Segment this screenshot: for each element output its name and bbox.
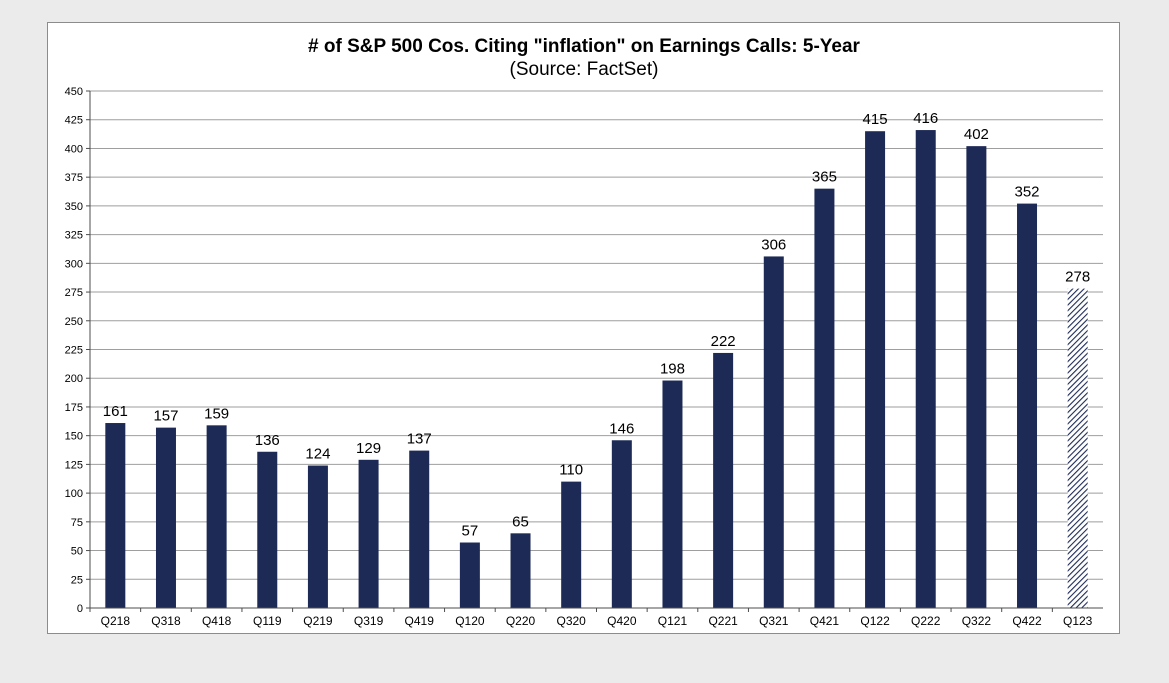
data-label-Q222: 416	[913, 110, 938, 127]
data-label-Q119: 136	[255, 432, 280, 449]
x-tick-label: Q320	[556, 614, 586, 628]
data-label-Q221: 222	[711, 333, 736, 350]
x-tick-label: Q123	[1063, 614, 1093, 628]
y-tick-label: 150	[65, 431, 83, 443]
y-tick-label: 50	[71, 546, 83, 558]
bar-Q322	[966, 146, 987, 608]
x-tick-label: Q319	[354, 614, 384, 628]
data-label-Q322: 402	[964, 126, 989, 143]
y-tick-label: 25	[71, 574, 83, 586]
data-label-Q120: 57	[462, 523, 479, 540]
data-label-Q421: 365	[812, 169, 837, 186]
y-tick-label: 250	[65, 316, 83, 328]
y-tick-label: 275	[65, 287, 83, 299]
y-tick-label: 400	[65, 143, 83, 155]
bar-Q418	[206, 425, 227, 608]
bar-Q422	[1017, 203, 1038, 608]
x-tick-label: Q220	[506, 614, 536, 628]
bar-Q220	[510, 533, 531, 608]
bar-Q321	[763, 256, 784, 608]
data-label-Q320: 110	[559, 462, 583, 479]
bar-Q421	[814, 188, 835, 608]
gridlines	[90, 90, 1103, 580]
bar-Q419	[409, 450, 430, 608]
x-tick-label: Q218	[101, 614, 131, 628]
x-tick-label: Q222	[911, 614, 941, 628]
x-tick-label: Q120	[455, 614, 485, 628]
data-label-Q219: 124	[305, 446, 330, 463]
bar-Q219	[307, 465, 328, 608]
bars	[105, 130, 1088, 608]
y-tick-label: 200	[65, 373, 83, 385]
x-axis-ticks: Q218 Q318 Q418 Q119 Q219 Q319 Q419 Q120 Q220 Q320…	[101, 614, 1093, 628]
x-tick-label: Q421	[810, 614, 840, 628]
data-label-Q321: 306	[761, 236, 786, 253]
y-tick-label: 375	[65, 172, 83, 184]
y-tick-label: 450	[65, 86, 83, 98]
data-label-Q420: 146	[609, 420, 634, 437]
x-tick-label: Q322	[962, 614, 992, 628]
y-axis-ticks: 0 25 50 75 100 125 150 175 200 225 250 275 300 325 350…	[65, 86, 83, 615]
x-tick-label: Q219	[303, 614, 333, 628]
data-label-Q318: 157	[153, 408, 178, 425]
y-tick-label: 300	[65, 258, 83, 270]
bar-Q119	[257, 451, 278, 608]
bar-Q222	[915, 130, 936, 608]
chart-subtitle: (Source: FactSet)	[510, 59, 659, 80]
bar-Q122	[865, 131, 886, 608]
x-tick-label: Q418	[202, 614, 232, 628]
y-tick-label: 125	[65, 459, 83, 471]
data-label-Q220: 65	[512, 513, 529, 530]
bar-Q123	[1067, 288, 1088, 608]
x-tick-label: Q419	[405, 614, 435, 628]
chart-title: # of S&P 500 Cos. Citing "inflation" on …	[308, 36, 860, 57]
y-tick-label: 175	[65, 402, 83, 414]
bar-Q318	[155, 427, 176, 608]
bar-chart: # of S&P 500 Cos. Citing "inflation" on …	[65, 36, 1103, 628]
axes	[86, 90, 1103, 612]
bar-Q218	[105, 423, 126, 608]
chart-frame: # of S&P 500 Cos. Citing "inflation" on …	[47, 22, 1120, 634]
x-tick-label: Q422	[1012, 614, 1042, 628]
y-tick-label: 0	[77, 603, 83, 615]
bar-Q320	[561, 481, 582, 608]
data-labels: 161 157 159 136 124 129 137 57 65 110 146 198 222 306…	[103, 110, 1090, 539]
data-label-Q418: 159	[204, 405, 229, 422]
x-tick-label: Q122	[860, 614, 890, 628]
x-tick-label: Q119	[253, 614, 282, 628]
x-tick-label: Q221	[708, 614, 738, 628]
bar-Q319	[358, 459, 379, 608]
x-tick-label: Q420	[607, 614, 637, 628]
bar-Q121	[662, 380, 683, 608]
bar-Q120	[459, 542, 480, 608]
x-tick-label: Q321	[759, 614, 789, 628]
data-label-Q121: 198	[660, 361, 685, 378]
data-label-Q122: 415	[863, 111, 888, 128]
data-label-Q419: 137	[407, 431, 432, 448]
y-tick-label: 100	[65, 488, 83, 500]
y-tick-label: 225	[65, 345, 83, 357]
data-label-Q319: 129	[356, 440, 381, 457]
data-label-Q422: 352	[1015, 184, 1040, 201]
y-tick-label: 75	[71, 517, 83, 529]
bar-Q221	[713, 352, 734, 608]
data-label-Q218: 161	[103, 403, 128, 420]
x-tick-label: Q121	[658, 614, 688, 628]
y-tick-label: 350	[65, 201, 83, 213]
data-label-Q123: 278	[1065, 269, 1090, 286]
y-tick-label: 425	[65, 115, 83, 127]
bar-Q420	[611, 440, 632, 608]
y-tick-label: 325	[65, 230, 83, 242]
x-tick-label: Q318	[151, 614, 181, 628]
